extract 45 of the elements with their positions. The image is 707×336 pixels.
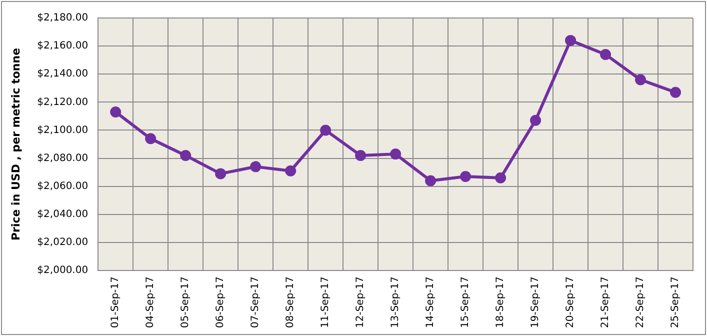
x-tick-label: 12-Sep-17 (355, 276, 366, 328)
y-tick-label: $2,180.00 (37, 12, 88, 24)
x-tick-label: 11-Sep-17 (320, 276, 332, 328)
x-tick-label: 18-Sep-17 (495, 276, 506, 328)
point (635, 74, 646, 86)
x-tick-label: 08-Sep-17 (285, 276, 296, 328)
y-tick-label: $2,020.00 (37, 237, 88, 248)
x-tick-label: 20-Sep-17 (565, 276, 576, 328)
point (600, 48, 612, 60)
y-tick-label: $2,000.00 (37, 265, 88, 276)
x-tick-label: 14-Sep-17 (425, 276, 436, 328)
x-tick-label: 13-Sep-17 (390, 276, 402, 328)
x-tick-label: 15-Sep-17 (460, 276, 472, 328)
x-tick-label: 06-Sep-17 (215, 276, 226, 328)
point (250, 161, 262, 172)
y-tick-label: $2,140.00 (37, 68, 88, 80)
x-tick-label: 25-Sep-17 (670, 276, 682, 328)
point (110, 106, 122, 118)
y-tick-label: $2,160.00 (37, 40, 88, 52)
point (180, 150, 192, 161)
x-tick-label: 04-Sep-17 (145, 276, 156, 328)
point (460, 171, 472, 182)
x-tick-label: 19-Sep-17 (530, 276, 542, 328)
x-tick-label: 21-Sep-17 (600, 276, 612, 328)
point (355, 150, 366, 161)
point (390, 148, 402, 160)
point (145, 133, 156, 144)
y-tick-label: $2,100.00 (37, 124, 88, 136)
point (670, 86, 682, 98)
x-tick-label: 07-Sep-17 (250, 276, 262, 328)
y-tick-label: $2,040.00 (37, 208, 88, 220)
y-axis-title: Price in USD , per metric tonne (9, 48, 22, 241)
point (215, 168, 226, 180)
point (495, 172, 506, 184)
y-tick-label: $2,080.00 (37, 152, 88, 164)
y-tick-label: $2,120.00 (37, 96, 88, 108)
x-tick-label: 22-Sep-17 (635, 276, 646, 328)
point (285, 165, 296, 176)
y-tick-label: $2,060.00 (37, 180, 88, 192)
x-tick-label: 01-Sep-17 (110, 276, 122, 328)
point (425, 175, 436, 186)
point (320, 124, 332, 136)
point (530, 114, 542, 126)
point (565, 34, 576, 46)
x-tick-label: 05-Sep-17 (180, 276, 192, 328)
